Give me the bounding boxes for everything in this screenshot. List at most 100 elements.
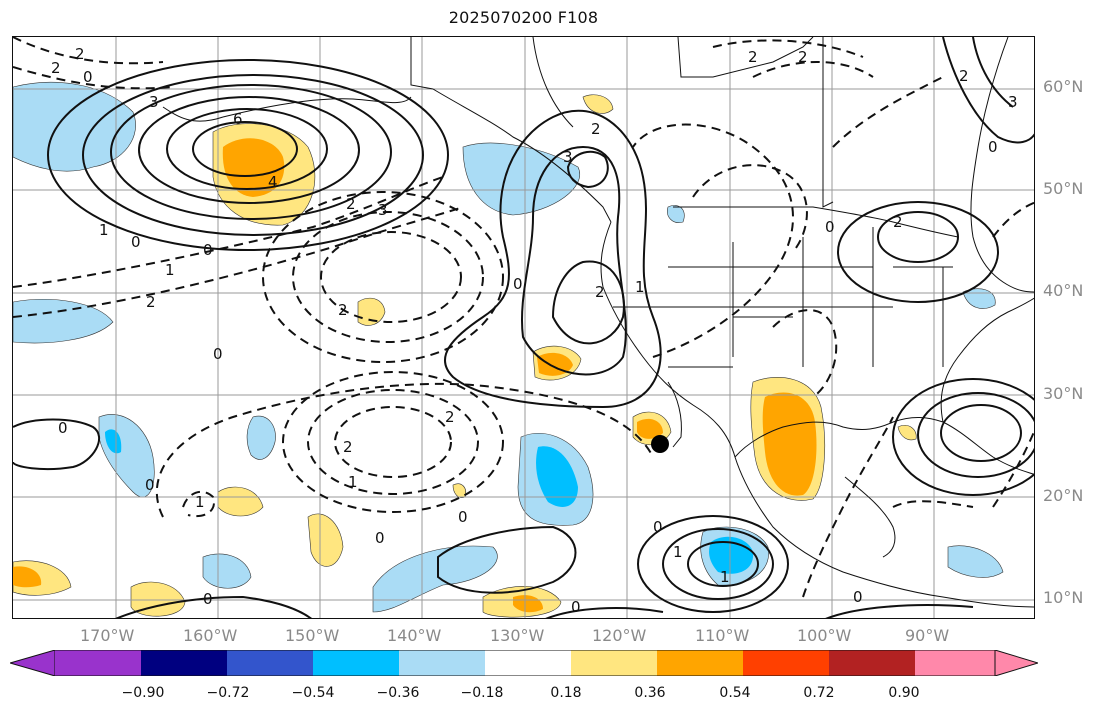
positive-region (452, 483, 466, 498)
contour-label: 2 (343, 438, 353, 456)
lon-label-130w: 130°W (490, 626, 545, 645)
lon-label-100w: 100°W (797, 626, 852, 645)
colorbar-tick: −0.72 (206, 685, 250, 701)
contour-label: 2 (591, 120, 601, 138)
contour-label: 0 (513, 275, 523, 293)
colorbar-tick: 0.36 (634, 685, 666, 701)
contour-label: 1 (165, 261, 175, 279)
contour-label: 2 (51, 59, 61, 77)
colorbar-tick: 0.54 (719, 685, 751, 701)
lon-label-110w: 110°W (695, 626, 750, 645)
contour-label: 2 (959, 67, 969, 85)
contour-label: 1 (99, 221, 109, 239)
colorbar-segment (571, 650, 657, 676)
contour-label: 0 (203, 590, 213, 608)
colorbar-segment (399, 650, 485, 676)
negative-region (372, 545, 498, 613)
contour-label: 2 (346, 195, 356, 213)
contour-label: 2 (595, 283, 605, 301)
contour-label: 0 (825, 218, 835, 236)
contour-label: 0 (203, 241, 213, 259)
lat-label-50n: 50°N (1043, 179, 1084, 198)
contour-label: 3 (149, 93, 159, 111)
contour-label: 2 (798, 48, 808, 66)
contour-label: 1 (195, 493, 205, 511)
lat-label-30n: 30°N (1043, 384, 1084, 403)
colorbar-tick: −0.36 (376, 685, 420, 701)
contour-label: 0 (58, 419, 68, 437)
positive-region (13, 566, 42, 588)
contour-label: 2 (893, 213, 903, 231)
lon-label-120w: 120°W (592, 626, 647, 645)
colorbar-tick: 0.90 (888, 685, 920, 701)
negative-region (962, 288, 996, 309)
contour-label: 1 (635, 278, 645, 296)
colorbar-tick: 0.18 (550, 685, 582, 701)
positive-region (357, 297, 386, 326)
contour-label: 2 (748, 48, 758, 66)
contour-label: 0 (853, 588, 863, 606)
lon-label-160w: 160°W (183, 626, 238, 645)
graticule (13, 37, 1034, 618)
contour-label: 2 (75, 45, 85, 63)
contour-label: 0 (988, 138, 998, 156)
positive-region (897, 425, 917, 441)
colorbar-segment (55, 650, 141, 676)
colorbar-high-extension (994, 650, 1038, 676)
map-svg: 2 2 0 3 6 4 1 0 0 1 2 2 3 2 0 3 2 2 0 1 … (13, 37, 1034, 618)
lon-label-140w: 140°W (387, 626, 442, 645)
contour-label: 3 (563, 148, 573, 166)
colorbar-segment (227, 650, 313, 676)
storm-position-marker[interactable] (651, 435, 669, 453)
contour-label: 1 (673, 543, 683, 561)
contour-label: 0 (375, 529, 385, 547)
contour-label: 2 (445, 408, 455, 426)
negative-region (105, 429, 122, 454)
lon-label-170w: 170°W (80, 626, 135, 645)
negative-region (947, 545, 1004, 578)
colorbar (10, 650, 1038, 676)
solid-contours (13, 37, 1034, 618)
positive-region (130, 581, 186, 617)
lat-label-20n: 20°N (1043, 486, 1084, 505)
lat-label-60n: 60°N (1043, 77, 1084, 96)
contour-label: 1 (348, 473, 358, 491)
lat-label-10n: 10°N (1043, 588, 1084, 607)
contour-label: 4 (268, 173, 278, 191)
positive-region (217, 486, 264, 517)
contour-label: 0 (458, 508, 468, 526)
colorbar-segment (915, 650, 995, 676)
map-title: 2025070200 F108 (448, 8, 599, 27)
colorbar-segment (829, 650, 915, 676)
lon-label-90w: 90°W (905, 626, 950, 645)
colorbar-tick: −0.90 (121, 685, 165, 701)
anomaly-shading (13, 82, 1004, 618)
colorbar-segment (313, 650, 399, 676)
positive-region (582, 94, 614, 114)
contour-label: 0 (83, 68, 93, 86)
negative-region (667, 205, 685, 223)
map-panel[interactable]: 2 2 0 3 6 4 1 0 0 1 2 2 3 2 0 3 2 2 0 1 … (12, 36, 1035, 619)
dashed-contours (13, 37, 1034, 598)
positive-region (762, 392, 817, 496)
contour-label: 3 (378, 201, 388, 219)
negative-region (246, 415, 276, 460)
colorbar-segment (141, 650, 227, 676)
colorbar-tick: 0.72 (803, 685, 835, 701)
contour-label: 0 (145, 476, 155, 494)
contour-label: 0 (213, 345, 223, 363)
positive-region (637, 418, 663, 439)
contour-label: 6 (233, 110, 243, 128)
negative-region (13, 82, 136, 172)
contour-label: 2 (338, 301, 348, 319)
contour-label: 0 (571, 598, 581, 616)
positive-region (513, 595, 543, 613)
positive-region (222, 138, 285, 197)
negative-region (536, 446, 578, 507)
contour-label: 0 (653, 518, 663, 536)
contour-labels: 2 2 0 3 6 4 1 0 0 1 2 2 3 2 0 3 2 2 0 1 … (51, 45, 1018, 616)
colorbar-segment (485, 650, 571, 676)
colorbar-tick: −0.54 (291, 685, 335, 701)
positive-region (307, 513, 344, 567)
lon-label-150w: 150°W (285, 626, 340, 645)
